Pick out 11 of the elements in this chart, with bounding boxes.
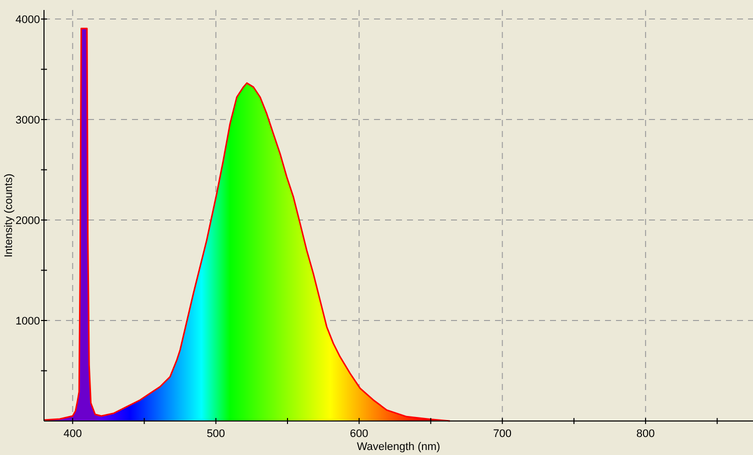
x-axis-title: Wavelength (nm) bbox=[356, 441, 440, 453]
y-tick-label: 3000 bbox=[16, 114, 40, 127]
y-tick-label: 2000 bbox=[16, 215, 40, 228]
y-tick-label: 1000 bbox=[16, 316, 40, 328]
x-tick-label: 600 bbox=[350, 428, 368, 440]
x-tick-label: 700 bbox=[493, 428, 512, 440]
y-axis-title: Intensity (counts) bbox=[3, 174, 15, 258]
y-tick-label: 4000 bbox=[16, 14, 40, 26]
x-tick-label: 800 bbox=[636, 428, 655, 440]
x-tick-label: 400 bbox=[63, 428, 82, 440]
x-tick-label: 500 bbox=[206, 428, 226, 440]
